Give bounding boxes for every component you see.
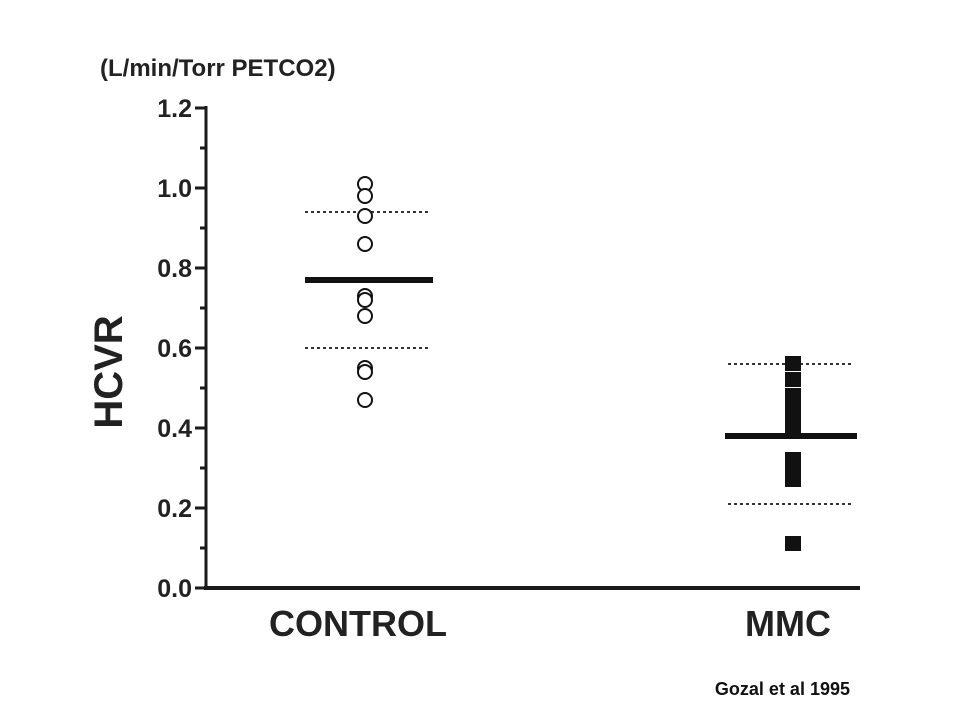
mmc-data-point [785,460,801,475]
mmc-data-point [785,420,801,435]
source-credit: Gozal et al 1995 [715,679,850,699]
control-data-point [357,364,373,380]
mmc-data-point [785,372,801,387]
mmc-data-point [785,356,801,371]
control-data-point [357,188,373,204]
control-data-point [357,392,373,408]
unit-label: (L/min/Torr PETCO2) [100,55,336,82]
control-data-point [357,308,373,324]
y-tick-label: 1.0 [157,175,192,203]
mmc-data-point [785,396,801,411]
mmc-data-point [785,408,801,423]
control-data-point [357,236,373,252]
y-tick-label: 0.8 [157,255,192,283]
y-axis-label: HCVR [87,315,131,428]
control-data-point [357,292,373,308]
y-tick-label: 1.2 [157,95,192,123]
category-label-control: CONTROL [269,603,447,644]
y-tick-label: 0.4 [157,415,192,443]
y-tick-label: 0.6 [157,335,192,363]
category-label-mmc: MMC [745,603,831,644]
y-tick-label: 0.2 [157,495,192,523]
mmc-data-point [785,472,801,487]
control-data-point [357,208,373,224]
y-tick-label: 0.0 [157,575,192,603]
mmc-data-point [785,536,801,551]
